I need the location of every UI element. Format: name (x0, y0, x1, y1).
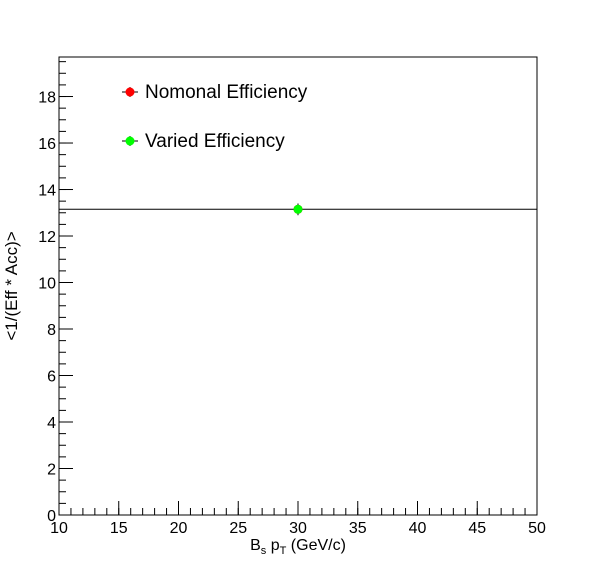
legend: Nomonal Efficiency Varied Efficiency (122, 82, 308, 152)
legend-marker (125, 87, 135, 97)
x-label-mid: p (266, 537, 279, 554)
x-label-base: B (250, 537, 261, 554)
y-tick-label: 18 (38, 90, 56, 107)
x-tick-label: 40 (409, 520, 427, 537)
y-tick-label: 4 (47, 415, 56, 432)
data-points (293, 203, 303, 216)
legend-label: Nomonal Efficiency (145, 82, 308, 103)
plot-frame (58, 56, 538, 516)
y-tick-labels: 0 2 4 6 8 10 12 14 16 18 (38, 90, 56, 525)
y-tick-label: 14 (38, 183, 56, 200)
legend-label: Varied Efficiency (145, 131, 285, 152)
x-label-sub2: T (280, 545, 287, 557)
legend-marker (125, 136, 135, 146)
x-tick-labels: 10 15 20 25 30 35 40 45 50 (50, 520, 546, 537)
y-tick-label: 2 (47, 462, 56, 479)
x-label-sub1: s (261, 545, 267, 557)
y-tick-label: 6 (47, 369, 56, 386)
y-axis-label: <1/(Eff * Acc)> (2, 231, 21, 340)
x-axis-label: Bs pT (GeV/c) (250, 537, 346, 557)
x-tick-label: 10 (50, 520, 68, 537)
x-tick-label: 20 (170, 520, 188, 537)
y-tick-label: 12 (38, 229, 56, 246)
y-tick-label: 8 (47, 322, 56, 339)
major-ticks (58, 96, 538, 516)
x-label-tail: (GeV/c) (286, 537, 346, 554)
minor-ticks (58, 61, 538, 516)
y-tick-label: 16 (38, 136, 56, 153)
y-tick-label: 10 (38, 276, 56, 293)
x-tick-label: 35 (349, 520, 367, 537)
data-point (293, 204, 303, 214)
y-tick-label: 0 (47, 508, 56, 525)
x-tick-label: 50 (528, 520, 546, 537)
x-tick-label: 30 (289, 520, 307, 537)
x-tick-label: 25 (229, 520, 247, 537)
x-tick-label: 45 (468, 520, 486, 537)
x-tick-label: 15 (110, 520, 128, 537)
